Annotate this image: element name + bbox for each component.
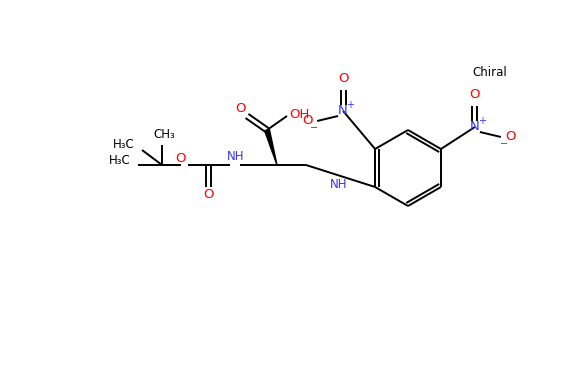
- Text: O: O: [506, 130, 516, 144]
- Text: +: +: [346, 100, 354, 110]
- Text: +: +: [478, 116, 486, 126]
- Text: CH₃: CH₃: [153, 127, 175, 141]
- Text: NH: NH: [330, 178, 347, 192]
- Text: NH: NH: [227, 150, 245, 163]
- Text: N: N: [338, 104, 348, 118]
- Text: −: −: [500, 139, 508, 149]
- Text: OH: OH: [289, 108, 309, 121]
- Text: N: N: [470, 121, 480, 133]
- Text: H₃C: H₃C: [113, 138, 135, 152]
- Text: −: −: [310, 123, 318, 133]
- Text: H₃C: H₃C: [109, 153, 131, 166]
- Text: O: O: [302, 115, 312, 127]
- Polygon shape: [265, 129, 277, 165]
- Text: O: O: [203, 189, 214, 201]
- Text: O: O: [235, 102, 245, 115]
- Text: O: O: [470, 87, 480, 101]
- Text: O: O: [338, 71, 348, 85]
- Text: Chiral: Chiral: [472, 67, 507, 79]
- Text: O: O: [176, 152, 186, 164]
